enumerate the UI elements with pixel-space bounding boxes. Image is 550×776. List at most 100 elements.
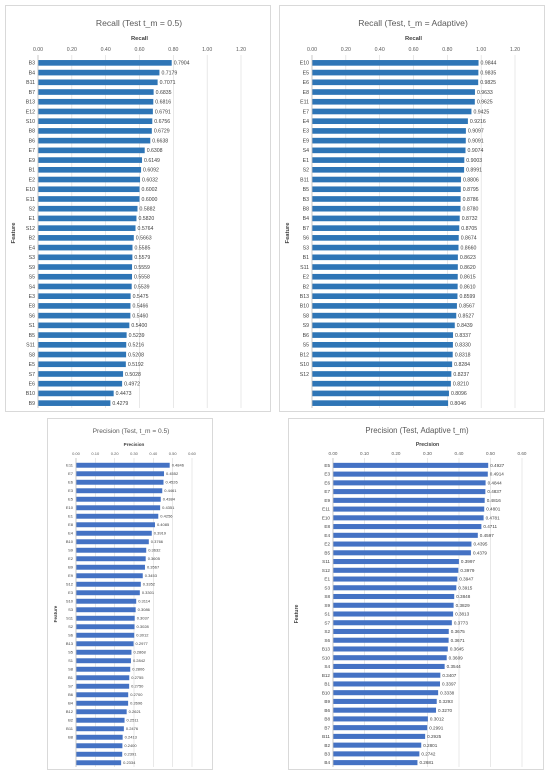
category-label: S2 (68, 624, 74, 629)
bar (76, 598, 137, 604)
bar (76, 726, 124, 732)
bar (333, 733, 426, 739)
category-label: S3 (303, 245, 309, 251)
data-label: 0.9074 (468, 148, 484, 154)
bar (333, 489, 486, 495)
category-label: B7 (324, 725, 330, 730)
data-label: 0.7071 (160, 80, 176, 86)
category-label: B4 (29, 70, 35, 76)
data-label: 0.8567 (459, 304, 475, 310)
category-label: S10 (26, 119, 35, 125)
bar (38, 244, 133, 251)
category-label: E5 (303, 70, 309, 76)
chart-title: Recall (Test t_m = 0.5) (96, 18, 182, 28)
bar (38, 196, 140, 202)
category-label: E9 (303, 138, 309, 144)
x-tick-label: 0.50 (486, 451, 495, 456)
x-tick-label: 1.20 (510, 47, 520, 53)
bar (76, 462, 170, 468)
data-label: 0.2977 (136, 641, 149, 646)
bar (333, 462, 489, 468)
bar (76, 649, 132, 655)
bar (38, 264, 133, 270)
data-label: 0.2476 (126, 726, 139, 731)
bar (38, 186, 140, 193)
data-label: 0.3979 (460, 568, 474, 573)
x-tick-label: 0.40 (101, 47, 111, 53)
bar (38, 390, 114, 397)
data-label: 0.4351 (162, 505, 175, 510)
category-label: B1 (68, 675, 74, 680)
data-label: 0.5820 (138, 216, 154, 222)
data-label: 0.3766 (151, 539, 164, 544)
bar (38, 254, 133, 261)
data-label: 0.8439 (457, 323, 473, 329)
category-label: E7 (303, 109, 309, 115)
category-label: E10 (66, 505, 74, 510)
data-label: 0.4526 (166, 480, 179, 485)
category-label: B5 (303, 187, 309, 193)
bar (38, 371, 124, 377)
bar (38, 118, 153, 125)
data-label: 0.2391 (124, 752, 137, 757)
category-label: B11 (322, 734, 330, 739)
bar (38, 322, 130, 329)
category-label: E9 (324, 498, 330, 503)
data-label: 0.5475 (133, 294, 149, 300)
data-label: 0.6756 (154, 119, 170, 125)
y-axis-title: Feature (285, 222, 291, 244)
category-label: B6 (68, 692, 74, 697)
category-label: S10 (66, 599, 74, 604)
bar (312, 108, 472, 115)
category-label: B1 (324, 682, 330, 687)
category-label: E2 (68, 556, 74, 561)
bar (312, 264, 458, 270)
bar (312, 205, 461, 212)
data-label: 0.2842 (133, 658, 146, 663)
category-label: E11 (300, 100, 309, 106)
category-label: S10 (322, 655, 331, 660)
category-label: S1 (68, 658, 74, 663)
x-tick-label: 0.80 (168, 47, 178, 53)
category-label: B3 (324, 751, 330, 756)
x-axis-title: Recall (131, 36, 148, 42)
bar (38, 312, 131, 319)
bar (312, 361, 453, 368)
data-label: 0.8780 (463, 207, 479, 213)
data-label: 0.8674 (461, 236, 477, 242)
bar (76, 573, 143, 579)
category-label: B12 (300, 352, 309, 358)
data-label: 0.5208 (128, 352, 144, 358)
bar (312, 60, 479, 66)
bar (38, 166, 142, 173)
category-label: B10 (300, 304, 309, 310)
bar (312, 400, 449, 406)
bar (333, 567, 459, 573)
data-label: 0.9003 (466, 158, 482, 164)
category-label: E4 (29, 245, 35, 251)
data-label: 0.5216 (128, 343, 144, 349)
category-label: B12 (66, 709, 74, 714)
bar (312, 293, 458, 300)
x-tick-label: 0.00 (72, 451, 81, 456)
data-label: 0.2681 (419, 760, 433, 765)
category-label: S8 (29, 352, 35, 358)
data-label: 0.8527 (458, 313, 474, 319)
category-label: B4 (303, 216, 309, 222)
category-label: B8 (29, 129, 35, 135)
bar (76, 743, 123, 749)
data-label: 0.6729 (154, 129, 170, 135)
category-label: E7 (68, 471, 74, 476)
category-label: S5 (68, 650, 74, 655)
bar (38, 351, 127, 358)
bar (312, 273, 458, 280)
x-tick-label: 0.10 (360, 451, 369, 456)
bar (76, 496, 161, 502)
data-label: 0.3947 (459, 577, 473, 582)
data-label: 0.9844 (481, 61, 497, 67)
x-tick-label: 0.60 (408, 47, 418, 53)
bar (312, 390, 449, 397)
data-label: 0.5028 (125, 372, 141, 378)
bar (333, 550, 471, 556)
data-label: 0.3270 (438, 708, 452, 713)
